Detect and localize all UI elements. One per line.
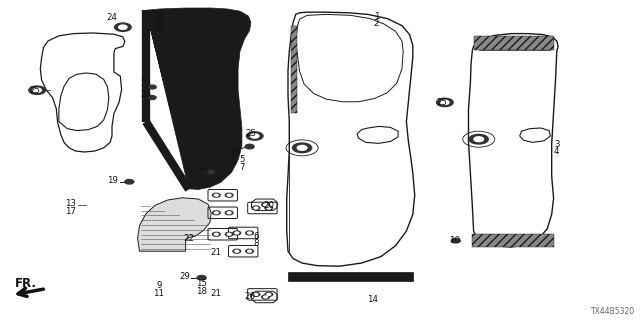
Circle shape	[245, 144, 254, 149]
Circle shape	[233, 249, 241, 253]
Circle shape	[227, 233, 231, 235]
Text: TX44B5320: TX44B5320	[591, 307, 635, 316]
Circle shape	[469, 134, 488, 144]
Circle shape	[264, 204, 268, 206]
FancyBboxPatch shape	[472, 234, 554, 247]
Circle shape	[254, 207, 258, 209]
Circle shape	[248, 250, 252, 252]
Text: 29: 29	[179, 272, 189, 281]
Circle shape	[262, 295, 269, 299]
Circle shape	[227, 212, 231, 214]
Text: 21: 21	[211, 248, 222, 257]
Circle shape	[225, 232, 233, 236]
Text: 22: 22	[183, 234, 195, 243]
Text: 11: 11	[153, 289, 164, 298]
FancyBboxPatch shape	[288, 272, 413, 281]
Circle shape	[29, 86, 45, 94]
Text: 18: 18	[196, 287, 207, 296]
Text: 26: 26	[140, 90, 152, 99]
FancyBboxPatch shape	[474, 36, 554, 50]
Circle shape	[214, 212, 218, 214]
Circle shape	[254, 293, 258, 295]
Circle shape	[208, 171, 214, 174]
Text: 9: 9	[156, 281, 161, 290]
Circle shape	[267, 293, 271, 295]
Circle shape	[225, 211, 233, 215]
Circle shape	[474, 137, 484, 141]
Text: 27: 27	[199, 164, 211, 172]
Circle shape	[233, 231, 241, 235]
Circle shape	[212, 211, 220, 215]
Text: 15: 15	[196, 279, 207, 288]
Circle shape	[227, 194, 231, 196]
Circle shape	[265, 292, 273, 296]
Text: 16: 16	[153, 21, 164, 30]
Circle shape	[246, 132, 263, 140]
Circle shape	[451, 238, 460, 243]
Circle shape	[262, 203, 269, 207]
Text: 24: 24	[106, 13, 118, 22]
Circle shape	[252, 206, 260, 210]
Circle shape	[235, 250, 239, 252]
Text: 3: 3	[554, 140, 559, 149]
Circle shape	[297, 145, 307, 150]
Text: 10: 10	[449, 236, 460, 245]
Circle shape	[235, 232, 239, 234]
Text: 6: 6	[253, 232, 259, 241]
Text: FR.: FR.	[15, 277, 37, 290]
Text: 25: 25	[245, 129, 257, 138]
Circle shape	[212, 193, 220, 197]
Polygon shape	[138, 198, 211, 251]
Text: 17: 17	[65, 207, 76, 216]
Polygon shape	[146, 8, 251, 189]
Text: 19: 19	[107, 176, 117, 185]
Circle shape	[265, 206, 273, 210]
Circle shape	[125, 180, 134, 184]
Circle shape	[214, 194, 218, 196]
Text: 7: 7	[239, 163, 244, 172]
Circle shape	[115, 23, 131, 31]
Text: 20: 20	[263, 201, 275, 210]
Circle shape	[148, 96, 156, 100]
Circle shape	[440, 100, 449, 104]
Text: 23: 23	[140, 79, 152, 88]
Text: 28: 28	[230, 147, 241, 156]
Text: 20: 20	[244, 292, 255, 301]
Text: 4: 4	[554, 148, 559, 156]
Text: 25: 25	[436, 98, 447, 107]
Circle shape	[264, 296, 268, 298]
Circle shape	[292, 143, 312, 153]
Circle shape	[248, 232, 252, 234]
Text: 12: 12	[153, 12, 164, 21]
Circle shape	[251, 134, 259, 138]
Circle shape	[252, 292, 260, 296]
Text: 13: 13	[65, 199, 76, 208]
Circle shape	[212, 232, 220, 236]
Circle shape	[197, 276, 206, 280]
Circle shape	[246, 249, 253, 253]
Text: 14: 14	[367, 295, 378, 304]
Circle shape	[225, 193, 233, 197]
Circle shape	[119, 25, 127, 29]
Circle shape	[267, 207, 271, 209]
Text: 5: 5	[239, 156, 244, 164]
Circle shape	[33, 88, 41, 92]
Circle shape	[214, 233, 218, 235]
Text: 1: 1	[374, 12, 379, 21]
Circle shape	[436, 98, 453, 107]
Circle shape	[148, 85, 156, 89]
Text: 25: 25	[29, 86, 41, 95]
Circle shape	[246, 231, 253, 235]
Text: 21: 21	[211, 289, 222, 298]
Text: 8: 8	[253, 239, 259, 248]
Text: 2: 2	[374, 20, 379, 28]
FancyBboxPatch shape	[291, 26, 297, 113]
